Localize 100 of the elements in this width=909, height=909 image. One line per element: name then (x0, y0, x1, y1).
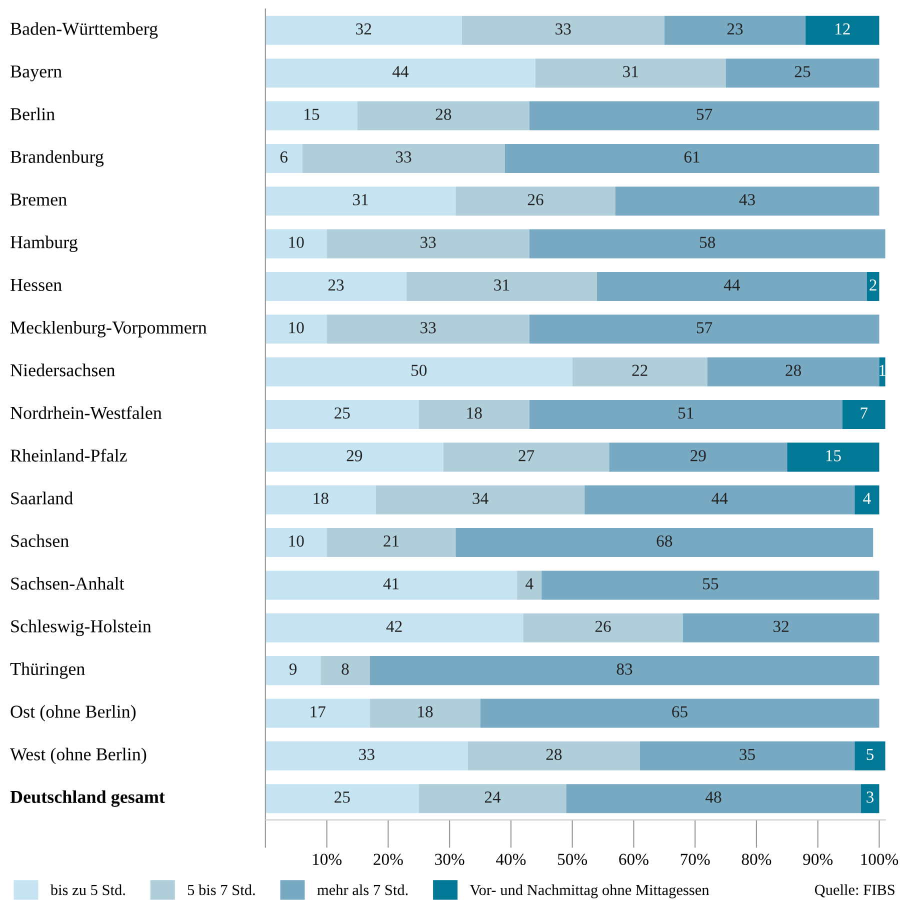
data-label: 1 (880, 364, 886, 376)
data-label: 43 (739, 194, 755, 206)
data-label: 34 (472, 492, 488, 504)
bar (320, 656, 370, 686)
bar (265, 784, 419, 814)
bar (566, 784, 861, 814)
y-tick-label: West (ohne Berlin) (10, 748, 146, 764)
y-tick-label: Saarland (11, 492, 73, 504)
x-tick-label: 80% (742, 854, 772, 866)
data-label: 29 (346, 450, 362, 462)
bar (536, 58, 726, 88)
data-label: 21 (384, 536, 399, 547)
data-label: 9 (289, 664, 297, 675)
bar (456, 528, 874, 558)
y-tick-label: Hessen (10, 278, 62, 291)
data-label: 51 (678, 408, 694, 419)
bar (842, 400, 886, 430)
bar (523, 613, 683, 642)
data-label: 18 (467, 407, 482, 419)
data-label: 48 (705, 792, 722, 803)
x-tick-label: 20% (374, 854, 403, 866)
data-label: 28 (436, 108, 452, 120)
bar (529, 314, 880, 344)
data-label: 8 (342, 663, 349, 675)
data-label: 22 (632, 364, 648, 376)
bar (707, 357, 880, 386)
y-tick-label: Bremen (10, 194, 67, 206)
bar (480, 698, 880, 728)
data-label: 33 (396, 151, 412, 163)
data-label: 15 (304, 108, 320, 120)
bar (664, 16, 806, 45)
data-label: 65 (672, 706, 688, 718)
bar (726, 58, 880, 88)
bar (584, 485, 855, 514)
bar (265, 314, 327, 344)
bar (542, 570, 880, 600)
bar (529, 229, 886, 258)
bar (326, 528, 456, 558)
bar (462, 16, 664, 45)
legend-label: 5 bis 7 Std. (188, 884, 255, 896)
bar (418, 400, 530, 430)
data-label: 5 (866, 749, 874, 760)
bar (265, 442, 444, 472)
bar (370, 698, 480, 728)
bar (265, 101, 358, 130)
data-label: 10 (289, 322, 304, 334)
bar (370, 656, 880, 686)
bar (265, 400, 419, 430)
data-label: 29 (690, 450, 706, 462)
data-label: 4 (526, 578, 534, 590)
data-label: 15 (826, 450, 841, 462)
data-label: 55 (703, 578, 718, 590)
y-tick-label: Ost (ohne Berlin) (10, 705, 136, 722)
y-tick-label: Thüringen (10, 662, 85, 679)
x-tick-label: 10% (313, 854, 342, 866)
y-tick-label: Niedersachsen (10, 364, 115, 376)
bar (854, 741, 886, 770)
bar (596, 272, 867, 301)
bar (265, 16, 462, 45)
bar (376, 485, 585, 514)
bar (265, 656, 321, 686)
bar (265, 186, 456, 216)
data-label: 57 (696, 108, 712, 120)
bar (529, 400, 842, 430)
data-label: 24 (484, 792, 501, 803)
data-label: 18 (418, 706, 433, 718)
x-tick-label: 90% (803, 854, 833, 866)
y-tick-label: Mecklenburg-Vorpommern (10, 320, 207, 338)
data-label: 23 (328, 279, 344, 291)
data-label: 6 (280, 151, 288, 163)
data-label: 33 (420, 236, 436, 248)
data-label: 2 (870, 279, 876, 290)
x-tick-label: 30% (435, 854, 464, 866)
bar (265, 272, 407, 301)
bar (265, 229, 327, 258)
data-label: 12 (836, 23, 850, 34)
data-label: 61 (684, 151, 700, 163)
data-label: 57 (696, 322, 712, 334)
data-label: 28 (546, 748, 562, 760)
legend-label: bis zu 5 Std. (50, 884, 125, 896)
data-label: 10 (289, 236, 304, 248)
data-label: 32 (356, 23, 372, 35)
data-label: 31 (353, 194, 368, 206)
bar (265, 613, 524, 642)
bar (854, 485, 880, 514)
bar (787, 442, 880, 472)
y-tick-label: Sachsen-Anhalt (11, 577, 124, 590)
data-label: 35 (740, 748, 755, 760)
source-note: Quelle: FIBS (814, 884, 894, 898)
bar (456, 186, 616, 216)
data-label: 23 (727, 23, 743, 35)
data-label: 58 (700, 236, 716, 248)
bar (302, 144, 505, 173)
y-tick-label: Deutschland gesamt (10, 790, 165, 807)
data-label: 33 (359, 748, 374, 760)
bar (358, 101, 530, 130)
bar (265, 485, 376, 514)
bar (326, 229, 530, 258)
data-label: 10 (289, 535, 304, 547)
y-tick-label: Baden-Württemberg (10, 22, 158, 39)
